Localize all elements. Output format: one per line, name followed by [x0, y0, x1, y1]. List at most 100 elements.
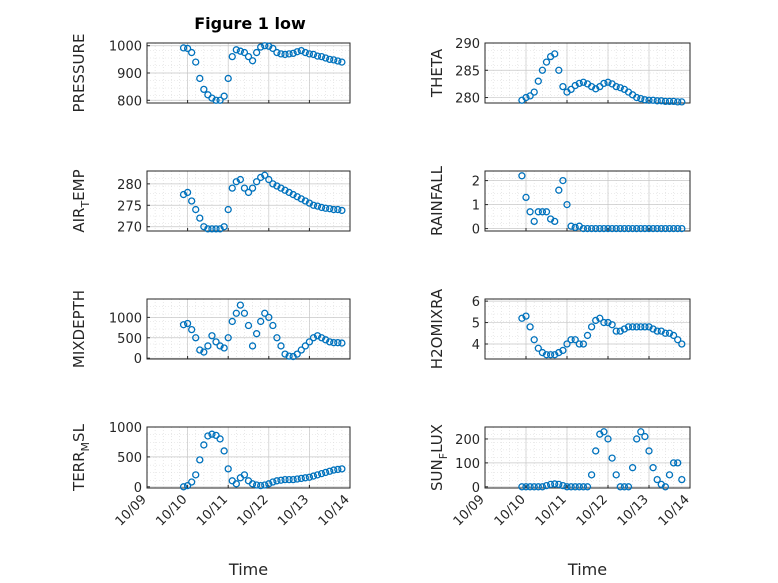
series-markers: [179, 301, 346, 361]
y-tick-label: 285: [455, 64, 480, 79]
data-point: [232, 178, 240, 186]
data-point: [179, 321, 188, 329]
data-point: [530, 88, 538, 96]
data-point: [277, 184, 285, 192]
data-point: [563, 483, 571, 491]
data-point: [538, 348, 547, 357]
data-point: [338, 339, 346, 347]
data-point: [257, 481, 265, 490]
data-point: [265, 480, 273, 488]
data-point: [522, 312, 530, 320]
data-point: [587, 224, 596, 233]
data-point: [281, 186, 289, 194]
data-point: [216, 435, 224, 443]
data-point: [281, 475, 289, 484]
data-point: [200, 223, 208, 231]
x-axis-label: Time: [567, 560, 607, 579]
data-point: [633, 93, 641, 102]
data-point: [212, 225, 220, 233]
data-point: [269, 180, 277, 188]
data-point: [661, 224, 670, 233]
data-point: [252, 178, 261, 186]
y-tick-label: 1: [472, 199, 480, 214]
data-point: [265, 313, 273, 322]
data-point: [542, 58, 551, 66]
data-point: [559, 82, 567, 91]
y-tick-label: 270: [117, 221, 142, 236]
data-point: [637, 224, 645, 233]
y-tick-label: 290: [455, 37, 480, 52]
data-point: [212, 96, 220, 104]
data-point: [538, 483, 547, 491]
data-point: [600, 79, 608, 88]
data-point: [653, 327, 661, 335]
data-point: [661, 97, 670, 106]
data-point: [649, 325, 657, 333]
data-point: [204, 225, 212, 233]
y-tick-label: 0: [472, 223, 480, 238]
data-point: [244, 52, 253, 61]
data-point: [321, 468, 330, 477]
data-point: [188, 478, 196, 486]
data-point: [317, 52, 326, 61]
data-point: [600, 224, 608, 233]
data-point: [612, 471, 620, 479]
data-point: [571, 336, 579, 344]
data-point: [604, 318, 612, 327]
data-point: [252, 481, 261, 489]
data-point: [313, 471, 322, 479]
data-point: [551, 480, 559, 488]
data-point: [534, 208, 542, 216]
y-tick-label: 800: [117, 94, 142, 109]
y-tick-label: 1000: [109, 421, 142, 436]
data-point: [326, 205, 334, 213]
data-point: [208, 430, 216, 438]
data-point: [232, 480, 240, 488]
data-point: [583, 483, 592, 491]
subplot-pressure: 800 900 1000 PRESSURE: [70, 34, 351, 112]
data-point: [534, 77, 542, 85]
data-point: [526, 483, 534, 491]
data-point: [567, 85, 575, 94]
data-point: [285, 475, 293, 484]
data-point: [555, 186, 563, 194]
data-point: [592, 447, 600, 455]
data-point: [555, 480, 563, 489]
data-point: [534, 483, 542, 491]
data-point: [641, 96, 649, 104]
data-point: [579, 483, 588, 491]
data-point: [649, 464, 657, 472]
subplot-theta: 280 285 290 THETA: [428, 37, 691, 107]
data-point: [657, 327, 665, 335]
data-point: [261, 309, 269, 317]
subplot-h2omixra: 4 5 6 H2OMIXRA: [428, 288, 691, 369]
data-point: [183, 481, 192, 490]
data-point: [678, 475, 686, 484]
data-point: [526, 323, 534, 331]
y-tick-label: 500: [117, 451, 142, 466]
data-point: [678, 340, 686, 348]
data-point: [579, 78, 588, 86]
data-point: [612, 327, 620, 335]
data-point: [628, 323, 637, 331]
data-point: [624, 323, 633, 331]
data-point: [600, 318, 608, 327]
data-point: [665, 471, 674, 479]
data-point: [200, 441, 208, 449]
axes-box: [146, 298, 351, 360]
data-point: [587, 323, 596, 331]
data-point: [285, 50, 293, 58]
y-axis-label: TERRMSL: [70, 423, 92, 492]
data-point: [330, 205, 338, 214]
data-point: [240, 184, 249, 192]
data-point: [624, 483, 633, 491]
data-point: [608, 321, 616, 329]
data-point: [228, 52, 236, 61]
series-markers: [518, 428, 686, 491]
data-point: [669, 459, 678, 467]
data-point: [196, 74, 204, 83]
x-tick-label: 10/13: [275, 492, 312, 529]
data-point: [657, 97, 665, 105]
data-point: [269, 321, 277, 330]
data-point: [188, 325, 196, 334]
